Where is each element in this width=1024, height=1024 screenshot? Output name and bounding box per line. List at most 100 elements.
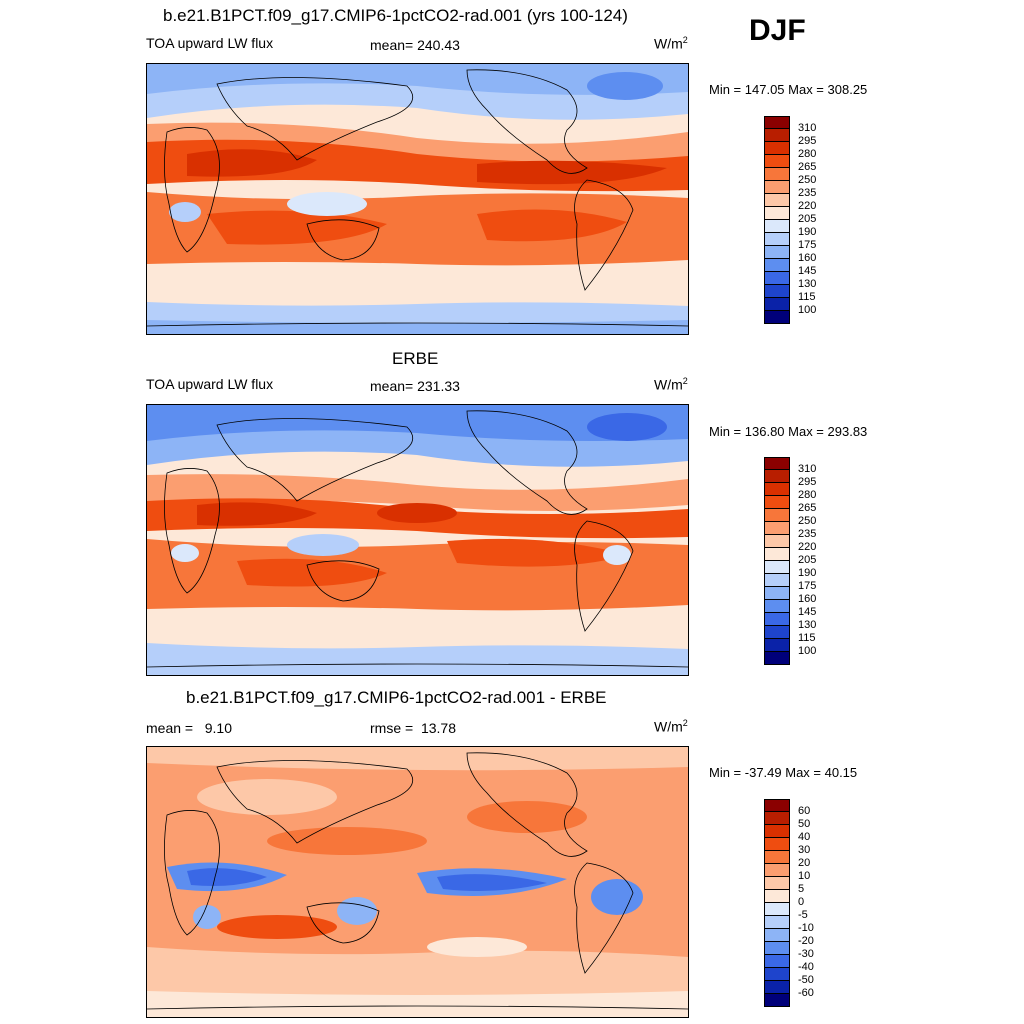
colorbar-3-label: 50 (798, 818, 811, 830)
panel-2-map (146, 404, 689, 676)
colorbar-1-label: 250 (798, 174, 817, 186)
panel-2-minmax: Min = 136.80 Max = 293.83 (709, 424, 868, 439)
colorbar-1-swatch (764, 129, 790, 142)
colorbar-3-label: -40 (798, 961, 814, 973)
season-label: DJF (749, 14, 806, 47)
colorbar-3-swatch (764, 825, 790, 838)
colorbar-1-swatch (764, 298, 790, 311)
colorbar-1-swatch (764, 233, 790, 246)
colorbar-3-label: -30 (798, 948, 814, 960)
colorbar-1-label: 220 (798, 200, 817, 212)
panel-3-map (146, 746, 689, 1018)
colorbar-2-label: 295 (798, 476, 817, 488)
colorbar-2-swatch (764, 574, 790, 587)
colorbar-3-swatch (764, 942, 790, 955)
colorbar-1-label: 100 (798, 304, 817, 316)
colorbar-3-label: 60 (798, 805, 811, 817)
colorbar-2-swatch (764, 548, 790, 561)
colorbar-1-label: 235 (798, 187, 817, 199)
colorbar-3-label: 40 (798, 831, 811, 843)
panel-3-rmse: rmse = 13.78 (370, 720, 456, 736)
colorbar-3-swatch (764, 968, 790, 981)
colorbar-2-swatch (764, 626, 790, 639)
colorbar-1-swatch (764, 116, 790, 129)
panel-3-title: b.e21.B1PCT.f09_g17.CMIP6-1pctCO2-rad.00… (186, 688, 607, 707)
colorbar-1-label: 160 (798, 252, 817, 264)
colorbar-2-swatch (764, 496, 790, 509)
colorbar-2-label: 250 (798, 515, 817, 527)
colorbar-3-swatch (764, 916, 790, 929)
panel-1-title: b.e21.B1PCT.f09_g17.CMIP6-1pctCO2-rad.00… (163, 6, 628, 25)
panel-2-unit: W/m2 (654, 376, 688, 393)
colorbar-1-swatch (764, 246, 790, 259)
panel-3-unit: W/m2 (654, 718, 688, 735)
colorbar-1-label: 205 (798, 213, 817, 225)
colorbar-2-swatch (764, 457, 790, 470)
colorbar-1-label: 190 (798, 226, 817, 238)
colorbar-2-swatch (764, 652, 790, 665)
colorbar-1-swatch (764, 142, 790, 155)
colorbar-3-swatch (764, 877, 790, 890)
colorbar-2-swatch (764, 470, 790, 483)
panel-3-mean: mean = 9.10 (146, 720, 233, 736)
colorbar-3-swatch (764, 903, 790, 916)
colorbar-1-label: 145 (798, 265, 817, 277)
colorbar-1-swatch (764, 168, 790, 181)
colorbar-3-swatch (764, 981, 790, 994)
colorbar-2-label: 145 (798, 606, 817, 618)
colorbar-1-label: 175 (798, 239, 817, 251)
panel-3-minmax: Min = -37.49 Max = 40.15 (709, 765, 858, 780)
colorbar-2-swatch (764, 483, 790, 496)
colorbar-3-label: -20 (798, 935, 814, 947)
colorbar-1-swatch (764, 259, 790, 272)
colorbar-2-label: 310 (798, 463, 817, 475)
colorbar-2-label: 280 (798, 489, 817, 501)
colorbar-1-swatch (764, 207, 790, 220)
panel-2-variable: TOA upward LW flux (146, 376, 274, 392)
colorbar-2-label: 130 (798, 619, 817, 631)
colorbar-2-label: 115 (798, 632, 816, 644)
panel-1-map (146, 63, 689, 335)
panel-2-mean: mean= 231.33 (370, 378, 460, 394)
colorbar-3-label: -5 (798, 909, 808, 921)
colorbar-3-label: -60 (798, 987, 814, 999)
colorbar-3-swatch (764, 929, 790, 942)
colorbar-3-label: 20 (798, 857, 811, 869)
colorbar-3-swatch (764, 864, 790, 877)
colorbar-2-swatch (764, 522, 790, 535)
colorbar-1-label: 115 (798, 291, 816, 303)
colorbar-2-swatch (764, 509, 790, 522)
colorbar-1-label: 295 (798, 135, 817, 147)
colorbar-2-label: 175 (798, 580, 817, 592)
colorbar-3-label: 5 (798, 883, 805, 895)
colorbar-2-label: 100 (798, 645, 817, 657)
colorbar-2-label: 205 (798, 554, 817, 566)
colorbar-2-swatch (764, 600, 790, 613)
colorbar-1-swatch (764, 155, 790, 168)
colorbar-3-label: 10 (798, 870, 811, 882)
colorbar-1-label: 265 (798, 161, 817, 173)
colorbar-2-swatch (764, 535, 790, 548)
colorbar-2-swatch (764, 561, 790, 574)
panel-1-unit: W/m2 (654, 35, 688, 52)
colorbar-3-swatch (764, 812, 790, 825)
colorbar-3-label: 30 (798, 844, 811, 856)
colorbar-3-label: -10 (798, 922, 814, 934)
colorbar-3-label: 0 (798, 896, 805, 908)
colorbar-2-label: 160 (798, 593, 817, 605)
colorbar-1-label: 130 (798, 278, 817, 290)
colorbar-1-swatch (764, 181, 790, 194)
colorbar-2-label: 190 (798, 567, 817, 579)
colorbar-2-swatch (764, 639, 790, 652)
colorbar-3-swatch (764, 994, 790, 1007)
colorbar-1-swatch (764, 285, 790, 298)
colorbar-1-label: 280 (798, 148, 817, 160)
colorbar-1-swatch (764, 311, 790, 324)
colorbar-3-swatch (764, 799, 790, 812)
colorbar-1-swatch (764, 194, 790, 207)
colorbar-3-swatch (764, 955, 790, 968)
colorbar-2-label: 235 (798, 528, 817, 540)
colorbar-2-swatch (764, 587, 790, 600)
colorbar-3-swatch (764, 851, 790, 864)
panel-1-minmax: Min = 147.05 Max = 308.25 (709, 82, 868, 97)
